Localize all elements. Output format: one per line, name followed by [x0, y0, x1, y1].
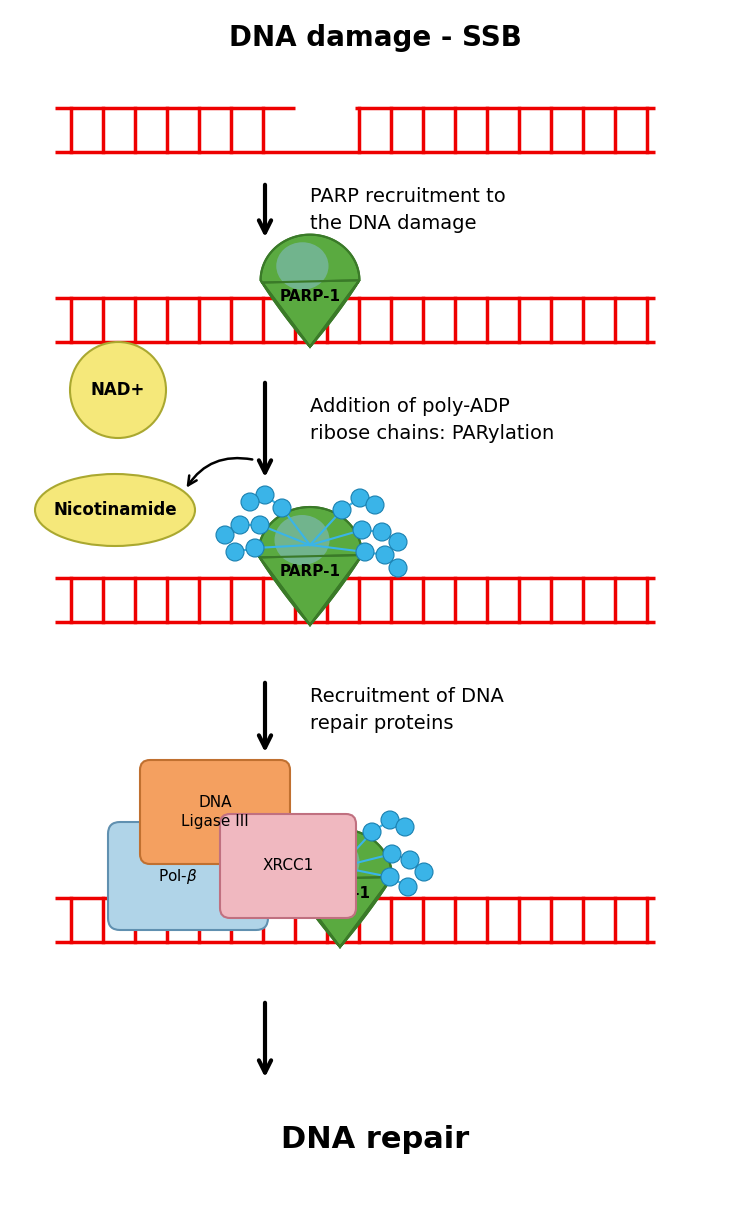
Text: Pol-$\beta$: Pol-$\beta$: [158, 866, 198, 885]
Circle shape: [273, 499, 291, 517]
Text: Nicotinamide: Nicotinamide: [53, 501, 177, 519]
Circle shape: [241, 493, 259, 511]
FancyBboxPatch shape: [108, 821, 268, 930]
Text: DNA
Ligase III: DNA Ligase III: [182, 795, 249, 829]
Circle shape: [389, 559, 407, 577]
Circle shape: [373, 523, 391, 541]
Polygon shape: [260, 234, 359, 347]
Polygon shape: [258, 507, 362, 625]
Circle shape: [381, 811, 399, 829]
Circle shape: [401, 850, 419, 869]
Circle shape: [383, 846, 401, 863]
Text: Addition of poly-ADP
ribose chains: PARylation: Addition of poly-ADP ribose chains: PARy…: [310, 397, 554, 443]
Circle shape: [366, 496, 384, 513]
Ellipse shape: [276, 243, 328, 290]
Text: PARP-1: PARP-1: [280, 289, 340, 304]
Text: PARP-1: PARP-1: [310, 887, 370, 901]
Circle shape: [389, 533, 407, 551]
Circle shape: [246, 539, 264, 557]
Circle shape: [353, 521, 371, 539]
Polygon shape: [288, 829, 392, 947]
Circle shape: [396, 818, 414, 836]
Circle shape: [356, 544, 374, 561]
Text: NAD+: NAD+: [91, 381, 146, 399]
FancyBboxPatch shape: [220, 814, 356, 918]
Text: DNA repair: DNA repair: [280, 1126, 470, 1155]
Circle shape: [351, 489, 369, 507]
Circle shape: [376, 546, 394, 564]
Circle shape: [415, 863, 433, 881]
Circle shape: [70, 342, 166, 439]
Text: DNA damage - SSB: DNA damage - SSB: [229, 24, 521, 52]
Text: Recruitment of DNA
repair proteins: Recruitment of DNA repair proteins: [310, 687, 504, 733]
Circle shape: [231, 516, 249, 534]
Circle shape: [226, 544, 244, 561]
Circle shape: [399, 878, 417, 896]
Circle shape: [363, 823, 381, 841]
Text: PARP-1: PARP-1: [280, 564, 340, 580]
FancyBboxPatch shape: [140, 760, 290, 864]
Circle shape: [216, 525, 234, 544]
Circle shape: [251, 516, 269, 534]
Text: PARP recruitment to
the DNA damage: PARP recruitment to the DNA damage: [310, 187, 506, 233]
Circle shape: [381, 869, 399, 885]
Ellipse shape: [274, 515, 329, 565]
Ellipse shape: [304, 837, 359, 887]
Circle shape: [333, 501, 351, 519]
Text: XRCC1: XRCC1: [262, 859, 314, 873]
FancyArrowPatch shape: [188, 458, 252, 486]
Circle shape: [256, 486, 274, 504]
Ellipse shape: [35, 474, 195, 546]
